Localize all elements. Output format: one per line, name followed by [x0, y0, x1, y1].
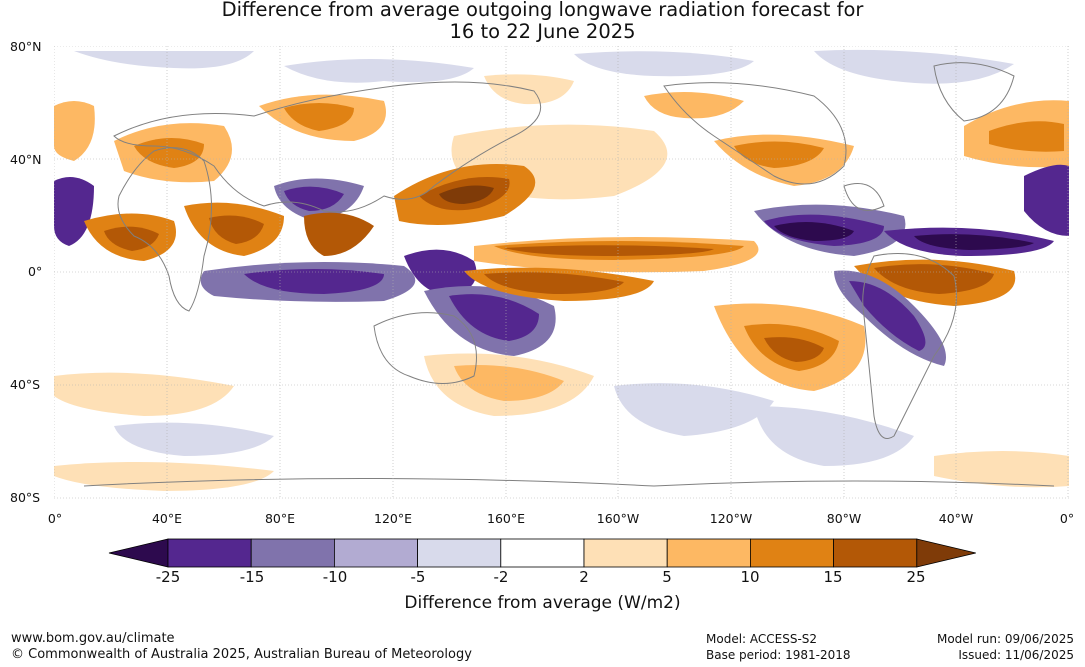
map-title-line-2: 16 to 22 June 2025 [449, 20, 636, 43]
olr-anomaly-map [54, 46, 1069, 499]
colorbar-tick-label: -10 [322, 568, 348, 586]
lon-label-0-west: 0° [47, 511, 63, 526]
lat-label-80n: 80°N [10, 39, 42, 54]
map-title-line-1: Difference from average outgoing longwav… [221, 0, 864, 21]
colorbar-segment [250, 538, 335, 568]
colorbar-tick-label: 25 [906, 568, 926, 586]
colorbar-tick-label: -15 [239, 568, 265, 586]
colorbar-tick-label: -25 [155, 568, 181, 586]
lat-label-40s: 40°S [10, 377, 41, 392]
lat-label-80s: 80°S [10, 490, 41, 505]
anomaly-shading [54, 49, 1069, 491]
lat-label-40n: 40°N [10, 152, 42, 167]
coastline-outlines [83, 62, 1055, 487]
graticule [54, 46, 1069, 499]
lon-label-80w: 80°W [826, 511, 862, 526]
lat-label-equator: 0° [28, 264, 43, 279]
lon-label-120w: 120°W [709, 511, 753, 526]
footer-base-period: Base period: 1981-2018 [706, 648, 851, 662]
colorbar-segment [500, 538, 585, 568]
lon-label-40w: 40°W [938, 511, 974, 526]
colorbar-segment [750, 538, 835, 568]
lon-label-120e: 120°E [373, 511, 413, 526]
colorbar-tick-label: 15 [823, 568, 843, 586]
colorbar-arrow-low [108, 538, 169, 568]
footer-model-run: Model run: 09/06/2025 [936, 632, 1074, 646]
colorbar-segment [417, 538, 502, 568]
colorbar-unit-label: Difference from average (W/m2) [404, 593, 681, 613]
footer-model: Model: ACCESS-S2 [706, 632, 818, 646]
colorbar-segment [666, 538, 751, 568]
footer-copyright: © Commonwealth of Australia 2025, Austra… [11, 647, 472, 662]
lon-label-160w: 160°W [596, 511, 640, 526]
colorbar-tick-label: 10 [740, 568, 760, 586]
colorbar-arrow-high [916, 538, 976, 568]
lon-label-0-east: 0° [1059, 511, 1075, 526]
colorbar-segment [833, 538, 918, 568]
lon-label-80e: 80°E [264, 511, 296, 526]
footer-url: www.bom.gov.au/climate [11, 631, 175, 646]
lon-label-160e: 160°E [486, 511, 526, 526]
colorbar [108, 538, 976, 568]
colorbar-tick-label: 2 [579, 568, 589, 586]
lon-label-40e: 40°E [151, 511, 183, 526]
colorbar-segment [167, 538, 252, 568]
colorbar-tick-label: 5 [662, 568, 672, 586]
colorbar-tick-label: -5 [410, 568, 426, 586]
colorbar-tick-label: -2 [493, 568, 509, 586]
colorbar-segment [583, 538, 668, 568]
footer-issued: Issued: 11/06/2025 [958, 648, 1074, 662]
colorbar-segment [333, 538, 418, 568]
